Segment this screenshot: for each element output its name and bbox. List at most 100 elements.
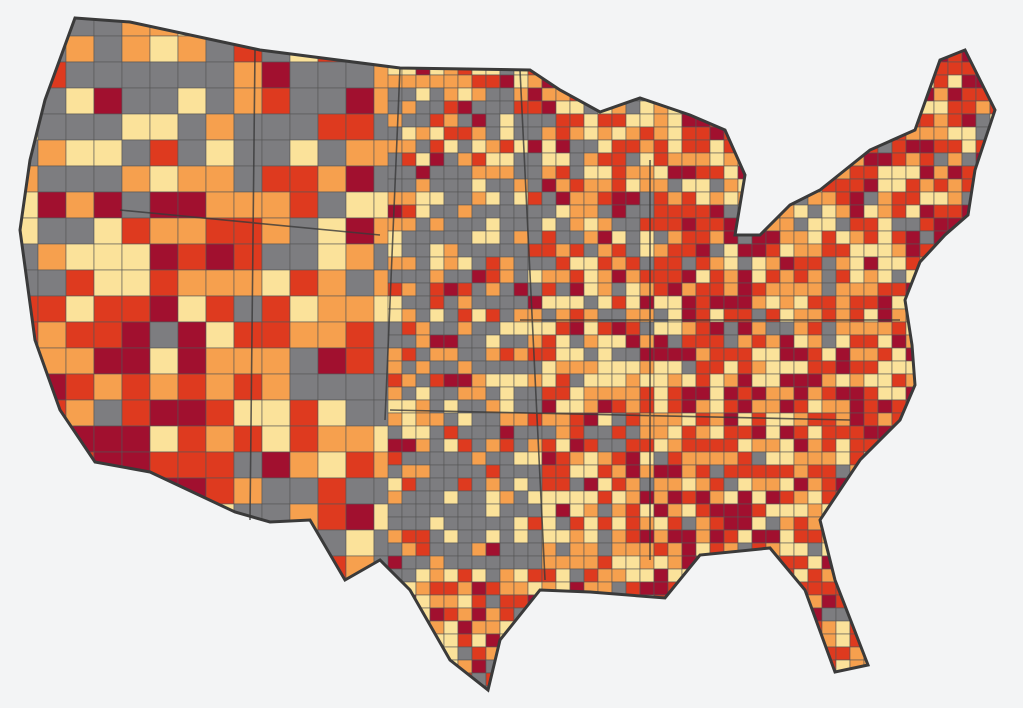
county	[499, 516, 515, 531]
county	[919, 61, 935, 76]
county	[751, 451, 767, 466]
county	[891, 256, 907, 271]
county	[849, 334, 865, 349]
county	[877, 217, 893, 232]
county	[849, 191, 865, 206]
county	[765, 399, 781, 414]
county	[598, 699, 612, 708]
county	[877, 22, 893, 37]
county	[835, 646, 851, 661]
county	[289, 61, 319, 89]
county	[947, 360, 963, 375]
county	[779, 321, 795, 336]
county	[149, 243, 179, 271]
county	[541, 464, 557, 479]
county	[471, 542, 487, 557]
county	[849, 555, 865, 570]
county	[989, 685, 995, 690]
county	[485, 204, 501, 219]
county	[765, 139, 781, 154]
county	[877, 178, 893, 193]
county	[961, 685, 977, 690]
county	[709, 282, 725, 297]
county	[443, 256, 459, 271]
county	[989, 321, 995, 336]
county	[849, 581, 865, 596]
county	[471, 334, 487, 349]
county	[793, 18, 809, 24]
county	[289, 347, 319, 375]
county	[737, 386, 753, 401]
county	[863, 334, 879, 349]
county	[429, 594, 445, 609]
county	[345, 347, 375, 375]
county	[415, 126, 431, 141]
county	[387, 321, 403, 336]
county	[1004, 361, 1018, 374]
county	[541, 113, 557, 128]
county	[709, 256, 725, 271]
county	[513, 22, 529, 37]
county	[975, 256, 991, 271]
county	[415, 646, 431, 661]
county	[541, 594, 557, 609]
county	[863, 542, 879, 557]
county	[121, 477, 151, 505]
county	[527, 399, 543, 414]
county	[387, 243, 403, 258]
county	[387, 347, 403, 362]
county	[779, 620, 795, 635]
county	[989, 22, 995, 37]
county	[20, 555, 39, 583]
county	[667, 477, 683, 492]
county	[989, 542, 995, 557]
county	[499, 685, 515, 690]
county	[149, 529, 179, 557]
county	[695, 360, 711, 375]
county	[513, 425, 529, 440]
county	[905, 100, 921, 115]
county	[639, 48, 655, 63]
county	[821, 334, 837, 349]
county	[1004, 23, 1018, 36]
county	[625, 126, 641, 141]
county	[947, 113, 963, 128]
county	[37, 295, 67, 323]
county	[975, 230, 991, 245]
county	[723, 438, 739, 453]
county	[681, 87, 697, 102]
county	[597, 451, 613, 466]
county	[20, 399, 39, 427]
county	[947, 269, 963, 284]
county	[429, 646, 445, 661]
county	[1004, 231, 1018, 244]
county	[975, 308, 991, 323]
county	[779, 607, 795, 622]
county	[975, 373, 991, 388]
county	[597, 516, 613, 531]
county	[877, 529, 893, 544]
county	[65, 35, 95, 63]
county	[919, 217, 935, 232]
county	[961, 100, 977, 115]
county	[387, 477, 403, 492]
county	[835, 321, 851, 336]
county	[583, 178, 599, 193]
county	[457, 100, 473, 115]
county	[555, 516, 571, 531]
county	[457, 620, 473, 635]
county	[681, 243, 697, 258]
county	[975, 568, 991, 583]
county	[653, 165, 669, 180]
county	[737, 256, 753, 271]
county	[695, 516, 711, 531]
county	[345, 581, 375, 609]
county	[177, 555, 207, 583]
county	[597, 282, 613, 297]
county	[485, 620, 501, 635]
county	[401, 18, 417, 24]
county	[863, 204, 879, 219]
county	[20, 217, 39, 245]
county	[919, 412, 935, 427]
county	[695, 152, 711, 167]
